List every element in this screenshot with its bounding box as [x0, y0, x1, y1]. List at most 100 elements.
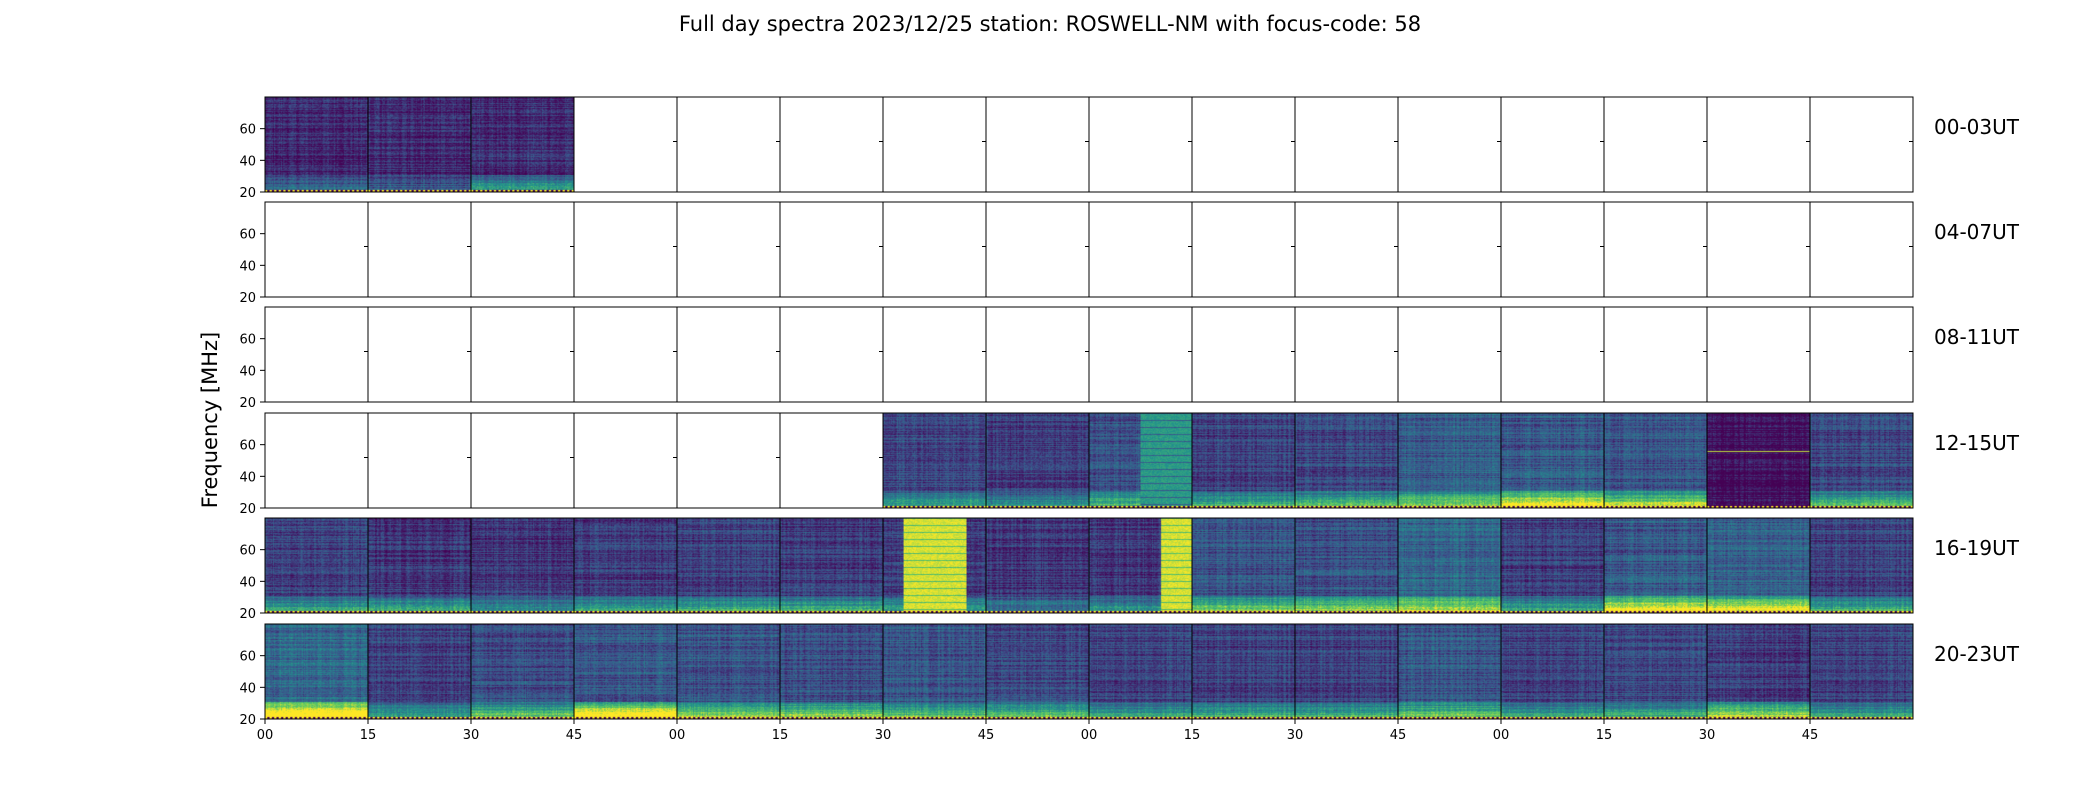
spectra-panel: [883, 518, 986, 613]
panel-frame: [1088, 306, 1193, 403]
row-label: 08-11UT: [1934, 325, 2020, 349]
x-tick-label: 30: [1287, 728, 1304, 743]
panel-frame: [1706, 201, 1811, 298]
spectra-panel: [1707, 624, 1810, 719]
panel-frame: [1397, 96, 1502, 193]
panel-frame: [779, 306, 884, 403]
panel-frame: [1191, 201, 1296, 298]
row-label: 20-23UT: [1934, 642, 2020, 666]
panel-frame: [676, 306, 781, 403]
spectra-panel: [1192, 518, 1295, 613]
y-tick-label: 20: [239, 291, 256, 306]
panel-frame: [985, 96, 1090, 193]
panel-frame: [985, 306, 1090, 403]
panel-frame: [1809, 623, 1914, 720]
panel-frame: [1809, 306, 1914, 403]
y-tick-label: 20: [239, 713, 256, 728]
panel-frame: [1397, 306, 1502, 403]
panel-frame: [264, 306, 369, 403]
panel-frame: [573, 201, 678, 298]
panel-frame: [367, 201, 472, 298]
x-tick-label: 45: [566, 728, 583, 743]
panel-frame: [676, 412, 781, 509]
x-tick-label: 30: [1699, 728, 1716, 743]
x-tick-label: 00: [1493, 728, 1510, 743]
x-tick-label: 00: [669, 728, 686, 743]
x-tick-label: 45: [978, 728, 995, 743]
panel-frame: [367, 306, 472, 403]
spectra-panel: [1604, 624, 1707, 719]
panel-frame: [367, 412, 472, 509]
spectra-panel: [1295, 413, 1398, 508]
panel-frame: [1809, 201, 1914, 298]
y-tick-label: 40: [239, 575, 256, 590]
y-tick-label: 40: [239, 364, 256, 379]
x-tick-label: 15: [360, 728, 377, 743]
panel-frame: [264, 201, 369, 298]
y-tick-label: 60: [239, 123, 256, 138]
panel-frame: [1191, 96, 1296, 193]
panel-frame: [470, 306, 575, 403]
row-label: 12-15UT: [1934, 431, 2020, 455]
spectra-panel: [780, 518, 883, 613]
chart-title: Full day spectra 2023/12/25 station: ROS…: [679, 12, 1421, 36]
spectra-panel: [1810, 413, 1913, 508]
spectra-panel: [1192, 413, 1295, 508]
y-tick-label: 20: [239, 502, 256, 517]
panel-frame: [470, 201, 575, 298]
panel-frame: [1294, 306, 1399, 403]
spectra-panel: [368, 97, 471, 192]
panel-frame: [882, 201, 987, 298]
spectra-panel: [1295, 624, 1398, 719]
y-tick-label: 40: [239, 470, 256, 485]
panel-frame: [1294, 201, 1399, 298]
row-04-07UT: 20 40 60 04-07UT: [239, 201, 2020, 306]
y-tick-label: 60: [239, 439, 256, 454]
spectra-panel: [1707, 518, 1810, 613]
panel-frame: [1500, 201, 1605, 298]
y-tick-label: 20: [239, 396, 256, 411]
spectra-panel: [1604, 518, 1707, 613]
spectra-panel: [574, 518, 677, 613]
panel-frame: [1809, 517, 1914, 614]
panel-frame: [676, 201, 781, 298]
panel-frame: [1809, 96, 1914, 193]
x-tick-label: 45: [1802, 728, 1819, 743]
spectra-panel: [1192, 624, 1295, 719]
panel-frame: [1088, 201, 1193, 298]
row-label: 16-19UT: [1934, 536, 2020, 560]
spectra-panel: [1089, 413, 1192, 508]
spectra-panel: [1295, 518, 1398, 613]
panel-frame: [1191, 306, 1296, 403]
spectra-panel: [1810, 518, 1913, 613]
x-axis: 00 15 30 45 00 15 30 45 00 15 30 45 00 15 30 45: [257, 719, 1819, 743]
panel-frame: [882, 306, 987, 403]
panel-frame: [1706, 96, 1811, 193]
spectra-panel: [883, 413, 986, 508]
x-tick-label: 00: [1081, 728, 1098, 743]
panel-frame: [985, 201, 1090, 298]
panel-frame: [1809, 412, 1914, 509]
panel-frame: [1088, 96, 1193, 193]
panel-frame: [1603, 96, 1708, 193]
spectra-panel: [1501, 624, 1604, 719]
spectra-panel: [471, 97, 574, 192]
x-tick-label: 30: [875, 728, 892, 743]
x-tick-label: 45: [1390, 728, 1407, 743]
spectra-panel: [1398, 518, 1501, 613]
spectra-panel: [677, 624, 780, 719]
spectra-panel: [1398, 624, 1501, 719]
row-20-23UT: 20 40 60 20-23UT: [239, 623, 2020, 728]
spectra-panel: [1089, 624, 1192, 719]
spectra-panel: [986, 624, 1089, 719]
panel-frame: [573, 412, 678, 509]
spectra-panel: [780, 624, 883, 719]
spectra-panel: [368, 518, 471, 613]
row-00-03UT: 20 40 60 00-03UT: [239, 96, 2020, 201]
x-tick-label: 15: [772, 728, 789, 743]
y-tick-label: 60: [239, 544, 256, 559]
panel-frame: [470, 412, 575, 509]
panel-frame: [573, 306, 678, 403]
